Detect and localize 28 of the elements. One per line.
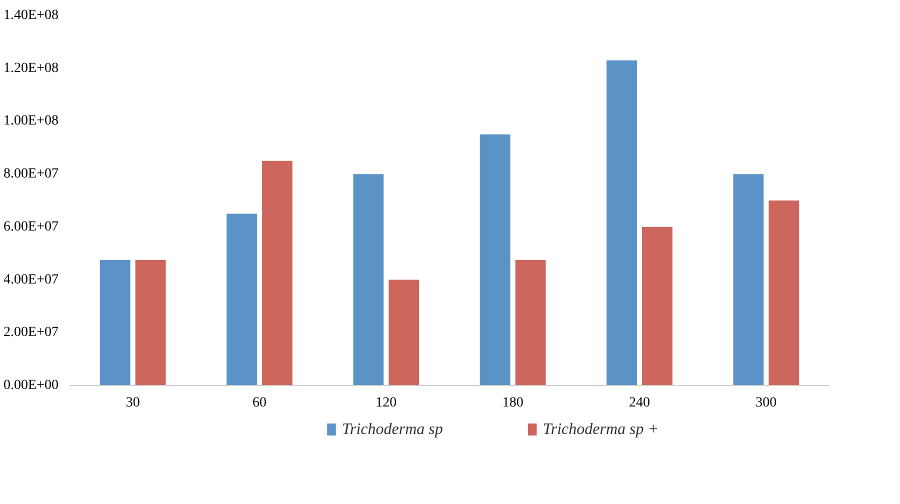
bar	[100, 260, 130, 386]
bar	[353, 174, 384, 386]
bar	[388, 280, 420, 386]
legend-label: Trichoderma sp	[342, 421, 443, 438]
x-tick-label: 60	[252, 396, 266, 410]
bar	[606, 60, 637, 386]
y-tick-label: 6.00E+07	[4, 219, 59, 234]
bar	[642, 226, 672, 386]
x-tick-label: 180	[502, 396, 524, 410]
x-tick-label: 300	[756, 396, 777, 410]
bar	[733, 174, 764, 386]
bar	[135, 260, 166, 386]
y-tick-label: 2.00E+07	[4, 325, 59, 340]
y-tick-label: 4.00E+07	[4, 272, 59, 288]
y-tick-label: 1.40E+08	[4, 8, 59, 23]
y-tick-label: 0.00E+00	[4, 378, 59, 393]
y-tick-label: 1.20E+08	[4, 60, 59, 76]
x-tick-label: 120	[376, 396, 397, 410]
y-tick-label: 1.00E+08	[4, 114, 59, 129]
y-tick-label: 8.00E+07	[4, 166, 59, 182]
x-tick-label: 240	[629, 396, 650, 410]
bar	[515, 260, 546, 386]
bar	[226, 214, 257, 386]
bar	[768, 200, 800, 386]
bar	[480, 134, 510, 386]
bar	[262, 160, 292, 386]
x-tick-label: 30	[126, 396, 140, 410]
legend-label: Trichoderma sp +	[542, 421, 659, 438]
